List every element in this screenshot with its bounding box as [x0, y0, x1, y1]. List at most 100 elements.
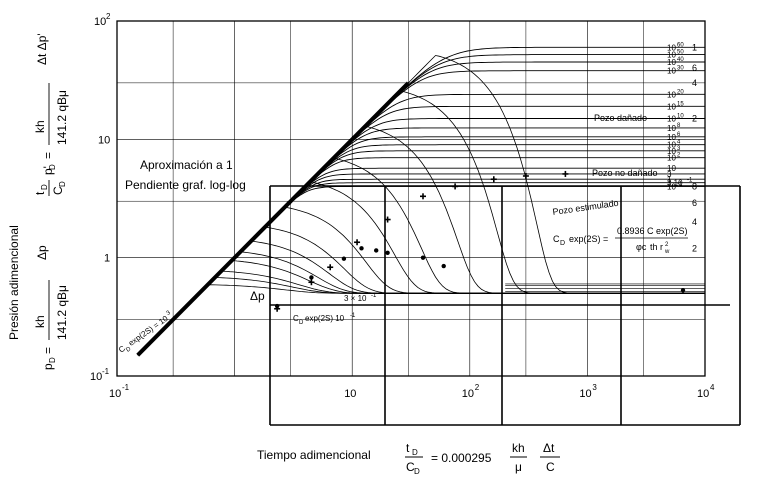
x-axis-title: Tiempo adimencional [257, 448, 371, 462]
x-label-c: C [406, 460, 415, 474]
y-tick-exp: -1 [102, 367, 110, 376]
y-axis-title: Presión adimencional [7, 225, 21, 340]
cd-formula-den3: r [660, 242, 663, 252]
x-tick-exp: 2 [475, 383, 480, 392]
y-tick-base: 10 [90, 371, 102, 383]
x-tick-label: 10-1 [109, 383, 130, 400]
right-scale-label: 1 [692, 42, 697, 52]
pressure-curve-label: 10 4 [667, 140, 681, 150]
derivative-data-point [341, 256, 347, 261]
pressure-curve [137, 54, 705, 356]
pressure-curve-label: 10 [667, 164, 676, 173]
x-tick-base: 10 [344, 388, 356, 400]
curve-label-exp: 10 [677, 113, 684, 119]
pressure-curve-label: 10 50 [667, 50, 684, 60]
derivative-curve [137, 90, 705, 356]
curve-label-base: 10 [667, 102, 676, 111]
x-axis-label: Tiempo adimencional t D C D = 0.000295 k… [257, 441, 560, 476]
y-lower-den: 141.2 qBμ [55, 285, 69, 340]
derivative-curve [137, 284, 705, 356]
curve-label-base: 3.10 [667, 179, 683, 188]
curve-label-base: 10 [667, 154, 676, 163]
cd-formula-exp: exp(2S) = [569, 234, 608, 244]
cd-top-c: C [117, 344, 127, 355]
y-tick-base: 1 [104, 253, 110, 265]
pressure-curve-label: 10 6 [667, 132, 681, 142]
cd-formula-num: 0.8936 C exp(2S) [617, 226, 688, 236]
pressure-curve-label: 10 8 [667, 123, 681, 133]
x-tick-label: 102 [462, 383, 480, 400]
y-upper-kh: kh [33, 120, 47, 133]
pressure-curve-label: 10 10 [667, 113, 684, 123]
pressure-curve-label: 3 [667, 170, 672, 179]
curve-label-base: 10 [667, 67, 676, 76]
y-upper-p: p' [41, 166, 55, 175]
cd-top-exp: 3 [166, 310, 173, 317]
x-tick-base: 10 [697, 388, 709, 400]
pressure-data-point [522, 172, 529, 179]
right-scale-label: 6 [692, 63, 697, 73]
derivative-curve [137, 260, 705, 356]
y-tick-exp: 2 [106, 12, 111, 21]
x-tick-base: 10 [579, 388, 591, 400]
pressure-curve-label: 10 40 [667, 57, 684, 67]
x-tick-label: 104 [697, 383, 715, 400]
derivative-curve [137, 55, 705, 356]
y-tick-label: 10 [98, 134, 110, 146]
x-label-t-sub: D [412, 448, 418, 457]
curve-label-base: 10 [667, 133, 676, 142]
curve-label-base: 10 [667, 147, 676, 156]
cd-bottom-exp: -1 [350, 313, 356, 319]
pozo-estimulado-label: Pozo estimulado [552, 198, 619, 217]
x-tick-base: 10 [109, 388, 121, 400]
pressure-data-point [354, 239, 361, 246]
y-upper-c: C [51, 186, 65, 195]
y-upper-t-sub: D [40, 184, 49, 190]
y-upper-c-sub: D [58, 181, 67, 187]
y-tick-base: 10 [94, 16, 106, 28]
curve-label-exp: 2 [677, 153, 681, 159]
curve-label-base: 3 [667, 170, 672, 179]
derivative-data-point [309, 275, 314, 280]
pozo-no-danado-label: Pozo no dañado [592, 168, 658, 178]
derivative-data-point [374, 248, 379, 253]
derivative-data-point [420, 255, 426, 260]
x-tick-base: 10 [462, 388, 474, 400]
curve-label-exp: 3 [677, 146, 681, 152]
curve-label-exp: 8 [677, 123, 681, 129]
curve-label-base: 10 [667, 124, 676, 133]
pressure-data-point [562, 170, 569, 177]
approx-line-2: Pendiente graf. log-log [125, 178, 246, 192]
x-tick-label: 103 [579, 383, 597, 400]
derivative-data-point [441, 263, 446, 269]
pressure-curve-label: 10 20 [667, 89, 684, 99]
curve-label-exp: 40 [677, 57, 684, 63]
curve-label-base: 10 [667, 58, 676, 67]
curve-label-exp: -1 [677, 181, 683, 187]
cd-bottom-c: C [293, 314, 299, 323]
curve-label-exp: -1 [687, 178, 693, 184]
pressure-curve-label: 10 30 [667, 66, 684, 76]
x-label-c-sub: D [414, 467, 420, 476]
curve-label-base: 10 [667, 43, 676, 52]
curve-label-base: 10 [667, 51, 676, 60]
x-label-dt: Δt [543, 441, 555, 455]
cd-label-top: C D exp(2S) = 10 3 [117, 310, 173, 355]
y-upper-den: 141.2 qBμ [55, 90, 69, 145]
right-scale-label: 4 [692, 78, 697, 88]
x-label-t: t [406, 441, 410, 455]
curve-label-exp: 60 [677, 42, 684, 48]
three-x-label: 3 × 10 [344, 294, 367, 303]
y-upper-p-sub: D [48, 164, 57, 170]
pressure-curve-label: 10 3 [667, 146, 681, 156]
curve-label-exp: 20 [677, 89, 684, 95]
pozo-danado-label: Pozo dañado [594, 113, 647, 123]
derivative-curve [137, 276, 705, 356]
y-lower-dp: Δp [35, 245, 49, 260]
pressure-curve-label: 10 60 [667, 42, 684, 52]
pressure-curve-label: 10 2 [667, 153, 681, 163]
pressure-curve-label: 10 15 [667, 101, 684, 111]
cd-formula-den-sub: w [664, 249, 670, 255]
grid-layer [116, 20, 706, 377]
